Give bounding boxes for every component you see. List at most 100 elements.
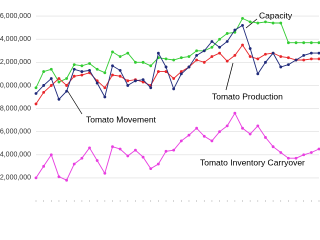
data-point (317, 41, 320, 45)
data-point (271, 51, 275, 55)
data-point (309, 57, 313, 61)
data-point (103, 71, 107, 75)
y-tick-label: 6,000,000 (0, 129, 31, 136)
data-point (42, 84, 46, 87)
data-point (164, 70, 168, 73)
data-point (225, 124, 229, 128)
data-point (187, 55, 191, 58)
data-point (118, 69, 122, 72)
data-point (95, 67, 99, 71)
y-tick-label: 4,000,000 (0, 152, 31, 159)
series-annotation: Tomato Movement (86, 114, 157, 124)
data-point (80, 64, 84, 68)
data-point (264, 136, 267, 139)
data-point (80, 70, 84, 73)
data-point (49, 84, 53, 87)
data-point (241, 43, 244, 47)
data-point (72, 67, 76, 71)
data-point (141, 80, 145, 84)
data-point (65, 89, 68, 93)
data-point (287, 63, 290, 67)
y-tick-label: 10,000,000 (0, 82, 31, 89)
data-point (195, 126, 199, 130)
y-tick-label: 14,000,000 (0, 36, 31, 43)
data-point (294, 41, 298, 45)
data-point (248, 20, 252, 24)
data-point (111, 64, 114, 68)
data-point (218, 130, 221, 134)
data-point (172, 77, 176, 80)
data-point (42, 164, 46, 168)
data-point (271, 21, 275, 25)
data-point (134, 60, 137, 64)
data-point (126, 84, 130, 87)
data-point (317, 147, 320, 151)
data-point (271, 145, 275, 149)
series-annotation: Tomato Inventory Carryover (200, 157, 305, 167)
data-point (210, 40, 214, 43)
data-point (156, 51, 160, 55)
data-point (233, 111, 237, 115)
data-point (294, 58, 298, 62)
data-point (172, 58, 176, 62)
data-point (103, 86, 107, 90)
data-point (210, 45, 214, 49)
data-point (34, 102, 38, 106)
data-point (279, 151, 283, 154)
data-point (149, 64, 153, 68)
data-point (309, 151, 313, 154)
data-point (172, 148, 176, 152)
data-point (195, 54, 199, 57)
data-point (57, 77, 61, 80)
data-point (95, 159, 99, 162)
data-point (202, 60, 206, 64)
data-point (218, 51, 221, 55)
series-annotation: Tomato Production (212, 91, 283, 101)
data-point (103, 95, 107, 99)
data-point (195, 58, 199, 62)
data-point (141, 60, 145, 64)
data-point (34, 176, 38, 180)
data-point (195, 49, 199, 53)
data-point (302, 58, 306, 62)
data-point (149, 86, 153, 90)
data-point (134, 148, 137, 152)
data-point (65, 77, 68, 80)
data-point (57, 97, 61, 101)
data-point (34, 92, 38, 95)
data-point (88, 69, 91, 72)
data-point (225, 32, 229, 35)
data-point (88, 146, 91, 150)
data-point (164, 149, 168, 153)
data-point (126, 79, 130, 83)
data-point (225, 40, 229, 43)
data-point (287, 41, 290, 45)
data-point (256, 21, 260, 25)
data-point (218, 45, 221, 49)
data-point (264, 60, 267, 64)
data-point (179, 70, 183, 73)
data-point (256, 124, 260, 128)
data-point (141, 155, 145, 159)
data-point (309, 51, 313, 55)
data-point (279, 21, 283, 25)
series-line (35, 17, 319, 88)
data-point (218, 37, 221, 41)
data-point (118, 147, 122, 151)
data-point (65, 84, 68, 87)
y-tick-label: 2,000,000 (0, 175, 31, 182)
data-point (156, 70, 160, 73)
data-point (210, 139, 214, 143)
data-point (256, 72, 260, 76)
data-point (34, 86, 38, 90)
data-point (287, 56, 290, 60)
data-point (241, 23, 244, 27)
data-point (309, 41, 313, 45)
data-point (95, 81, 99, 85)
data-point (49, 67, 53, 71)
data-point (264, 52, 267, 56)
data-point (134, 79, 137, 83)
leader-line (245, 18, 258, 29)
data-point (233, 28, 237, 32)
data-point (248, 132, 252, 136)
